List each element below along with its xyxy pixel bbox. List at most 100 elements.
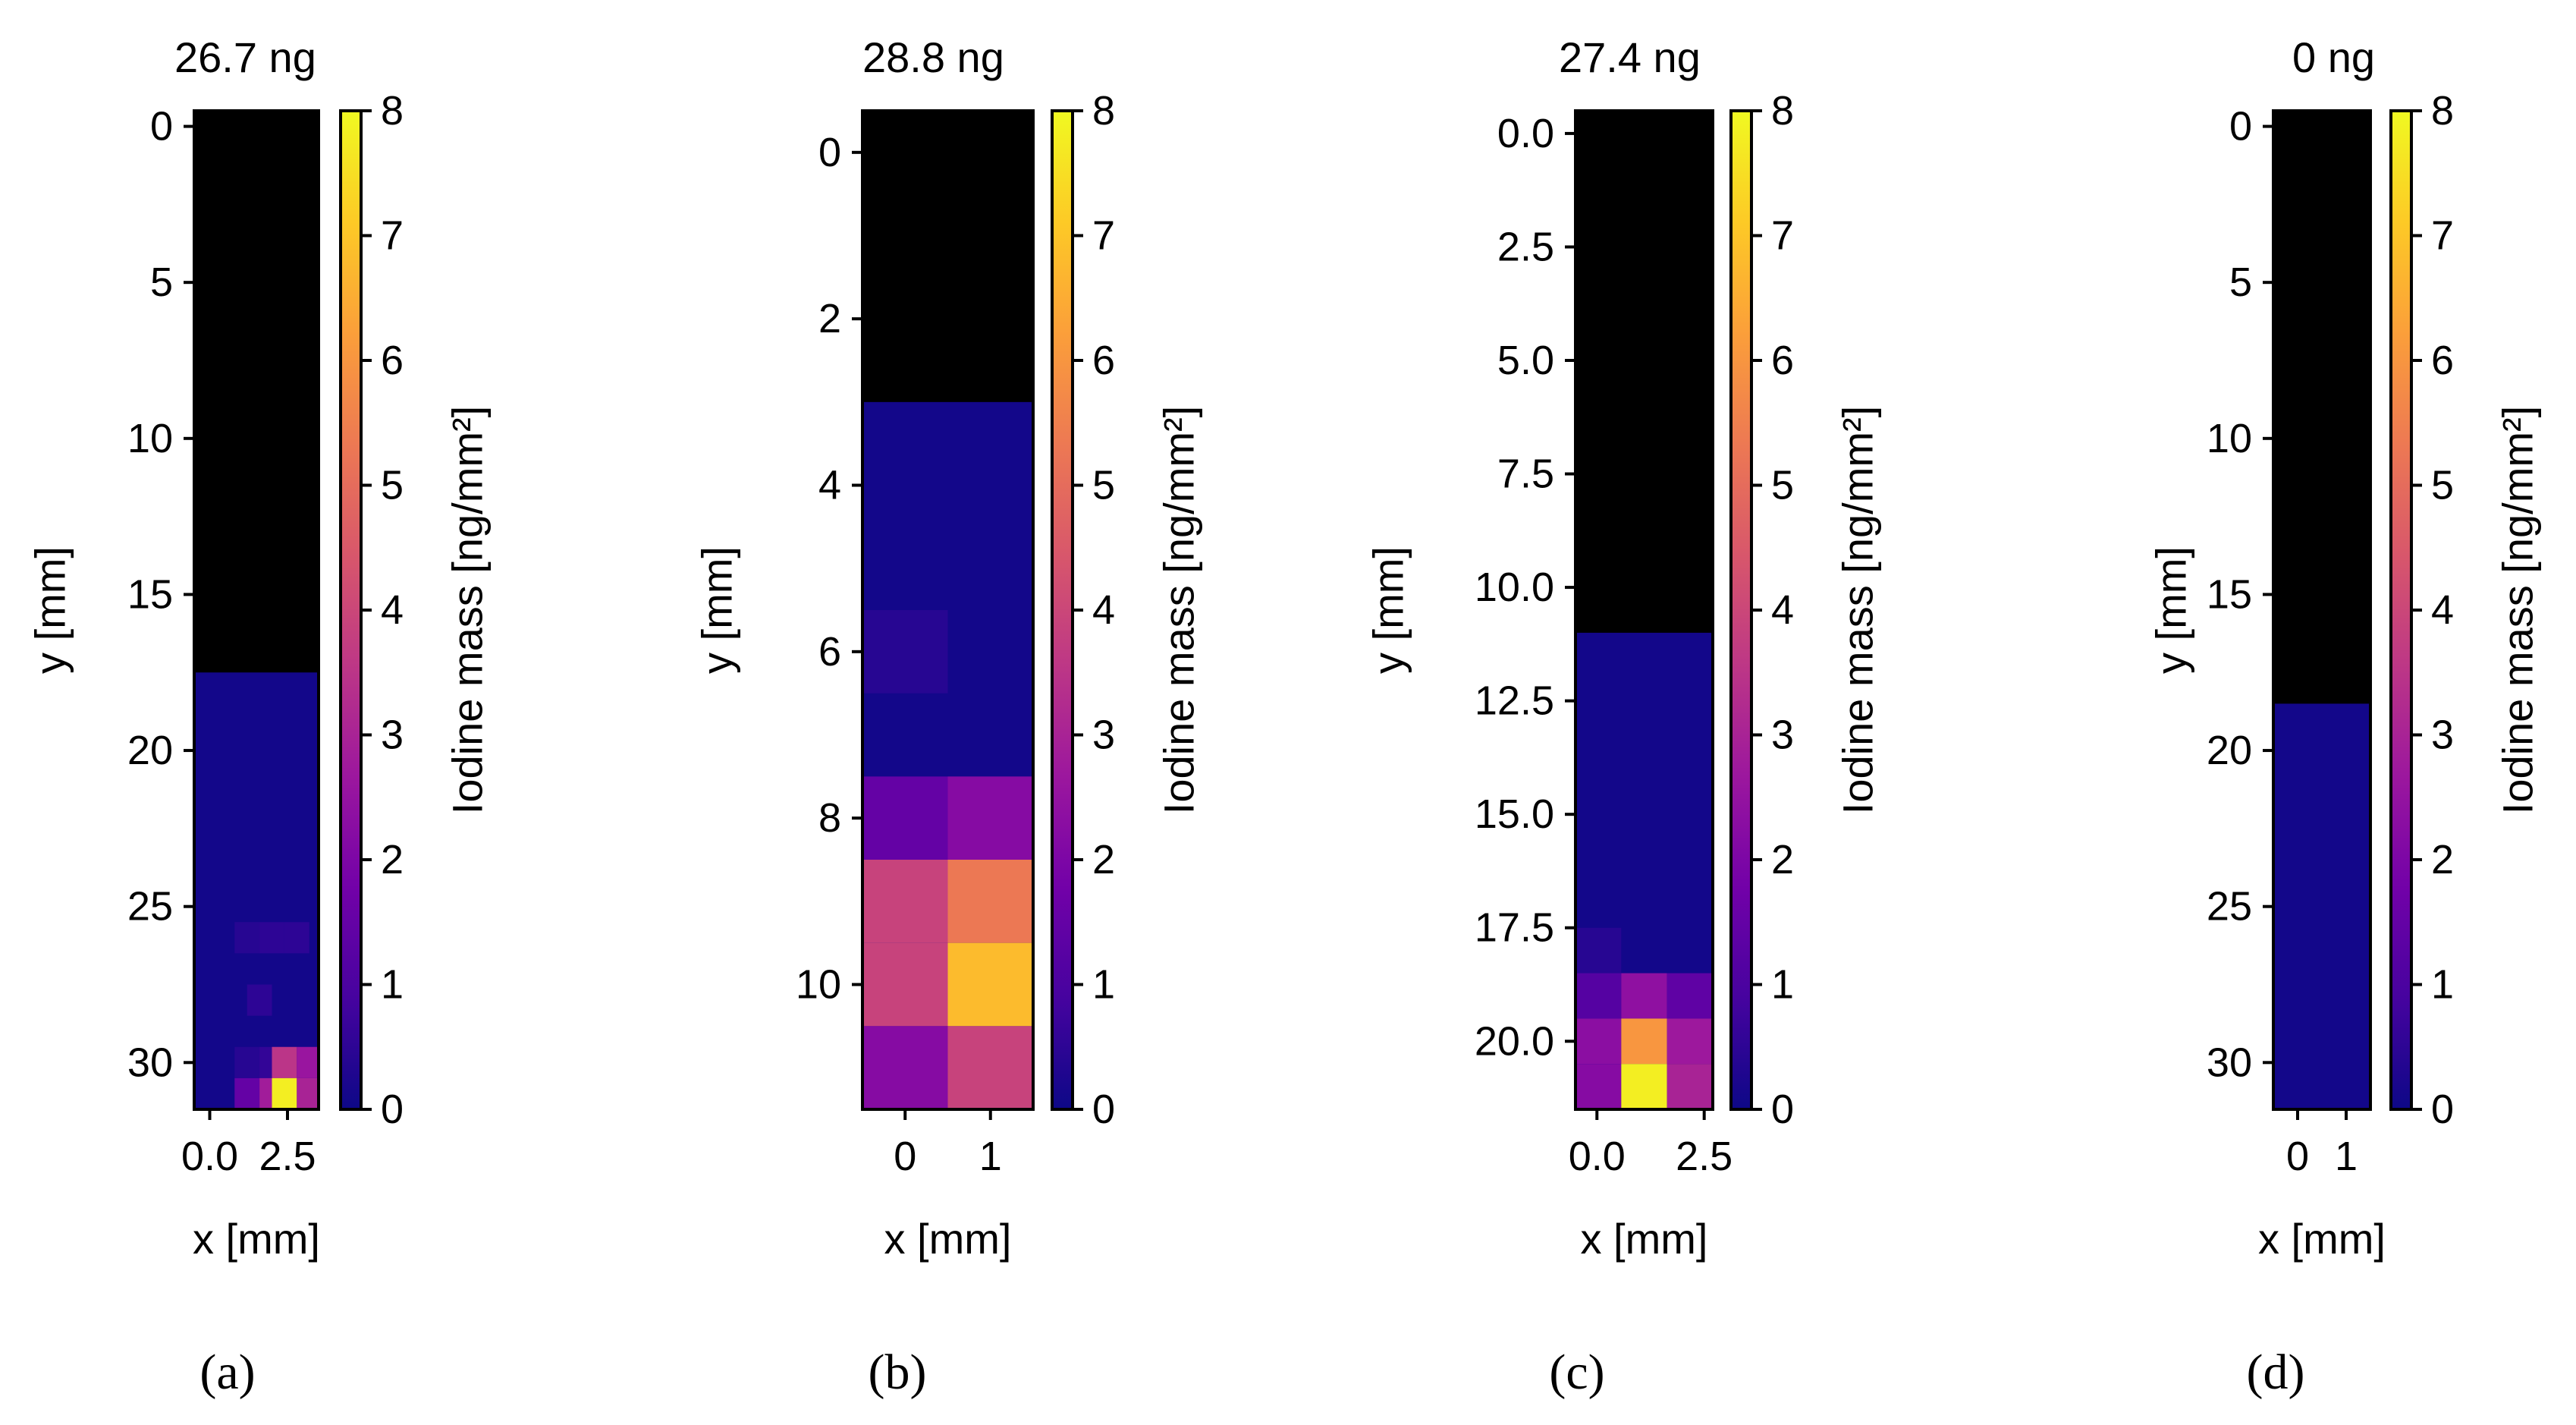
colorbar-tick-label: 0 [381,1087,404,1132]
y-tick-label: 30 [2207,1040,2252,1085]
y-tick-label: 5 [150,260,173,305]
colorbar-tick-label: 3 [1092,712,1115,758]
y-tick-label: 10 [2207,416,2252,461]
heatmap-cell [1667,973,1713,1019]
colorbar-tick-label: 3 [381,712,404,758]
heatmap-cell [947,942,1033,1027]
heatmap-cell [947,860,1033,943]
colorbar-tick-label: 7 [1771,213,1794,259]
x-tick-label: 2.5 [259,1134,316,1179]
y-axis-label: y [mm] [27,546,74,674]
heatmap-cell [272,1077,297,1109]
no-data-region [862,111,1033,402]
y-tick-label: 7.5 [1497,451,1554,497]
colorbar-tick-label: 1 [2431,962,2454,1008]
y-tick-label: 20 [127,728,173,773]
y-tick-label: 10 [796,962,841,1008]
heatmap-cell [862,1026,948,1109]
heatmap-cell [1621,1018,1667,1065]
colorbar-tick-label: 6 [1771,338,1794,383]
colorbar [341,111,361,1109]
y-tick-label: 25 [2207,884,2252,930]
axes-frame [193,109,320,1111]
x-axis-label: x [mm] [1581,1215,1708,1263]
no-data-region [194,111,319,673]
colorbar-tick-label: 3 [2431,712,2454,758]
x-axis-label: x [mm] [884,1215,1012,1263]
heatmap-cell [1667,1018,1713,1065]
y-tick-label: 20 [2207,728,2252,773]
colorbar [1731,111,1751,1109]
heatmap-cell [862,860,948,943]
colorbar-tick-label: 4 [2431,587,2454,633]
colorbar-tick-label: 7 [2431,213,2454,259]
x-tick-label: 0.0 [181,1134,238,1179]
panel-title: 28.8 ng [862,33,1004,81]
colorbar-tick-label: 8 [1092,88,1115,134]
y-tick-label: 6 [818,629,841,675]
heatmap-cell [1575,973,1622,1019]
colorbar-tick-label: 1 [1771,962,1794,1008]
y-tick-label: 15.0 [1475,791,1554,837]
panel-caption: (a) [199,1345,255,1400]
colorbar-tick-label: 0 [2431,1087,2454,1132]
colorbar-label: Iodine mass [ng/mm²] [2494,406,2542,814]
colorbar-tick-label: 1 [1092,962,1115,1008]
colorbar-tick-label: 7 [1092,213,1115,259]
colorbar-tick-label: 7 [381,213,404,259]
panel-c: 0.02.55.07.510.012.515.017.520.00.0 2.527… [1365,33,1882,1400]
y-tick-label: 20.0 [1475,1018,1554,1064]
y-tick-label: 10.0 [1475,565,1554,610]
heatmap-cell [1621,1064,1667,1109]
no-data-region [2273,111,2370,704]
colorbar-tick-label: 2 [1771,837,1794,882]
axes-frame [1574,109,1714,1111]
heatmap-cell [297,1077,319,1109]
heatmap-cell [1667,1064,1713,1109]
heatmap-cell [234,1077,260,1109]
colorbar-tick-label: 4 [1771,587,1794,633]
colorbar-label: Iodine mass [ng/mm²] [444,406,492,814]
y-tick-label: 10 [127,416,173,461]
colorbar-tick-label: 8 [1771,88,1794,134]
y-tick-label: 0 [2229,104,2252,149]
y-axis-label: y [mm] [693,546,741,674]
heatmap-cell [284,922,309,954]
x-axis-label: x [mm] [2258,1215,2386,1263]
y-tick-label: 8 [818,795,841,841]
colorbar-tick-label: 8 [2431,88,2454,134]
x-tick-label: 2.5 [1676,1134,1733,1179]
y-tick-label: 0 [818,130,841,175]
colorbar-label: Iodine mass [ng/mm²] [1155,406,1203,814]
colorbar-label: Iodine mass [ng/mm²] [1834,406,1882,814]
y-tick-label: 15 [127,571,173,617]
y-tick-label: 5.0 [1497,338,1554,383]
heatmap-cell [1575,1064,1622,1109]
heatmap-cell [247,984,272,1016]
colorbar-tick-label: 5 [1771,463,1794,508]
colorbar-tick-label: 5 [2431,463,2454,508]
colorbar-tick-label: 4 [381,587,404,633]
heatmap-cell [234,922,260,954]
y-tick-label: 15 [2207,571,2252,617]
heatmap-cell [862,776,948,860]
heatmap-cell [862,942,948,1027]
no-data-region [1575,111,1713,633]
heatmap-cell [297,1046,319,1078]
colorbar-tick-label: 6 [381,338,404,383]
x-tick-label: 1 [2335,1134,2358,1179]
x-tick-label: 0 [2286,1134,2309,1179]
colorbar [1052,111,1073,1109]
heatmap-cell [234,1046,260,1078]
y-tick-label: 25 [127,884,173,930]
colorbar-tick-label: 0 [1771,1087,1794,1132]
y-axis-label: y [mm] [1365,546,1412,674]
heatmap-cell [947,776,1033,860]
x-tick-label: 0.0 [1569,1134,1626,1179]
panel-title: 27.4 ng [1559,33,1701,81]
colorbar-tick-label: 2 [1092,837,1115,882]
x-axis-label: x [mm] [193,1215,320,1263]
y-tick-label: 5 [2229,260,2252,305]
heatmap-cell [1575,927,1622,974]
